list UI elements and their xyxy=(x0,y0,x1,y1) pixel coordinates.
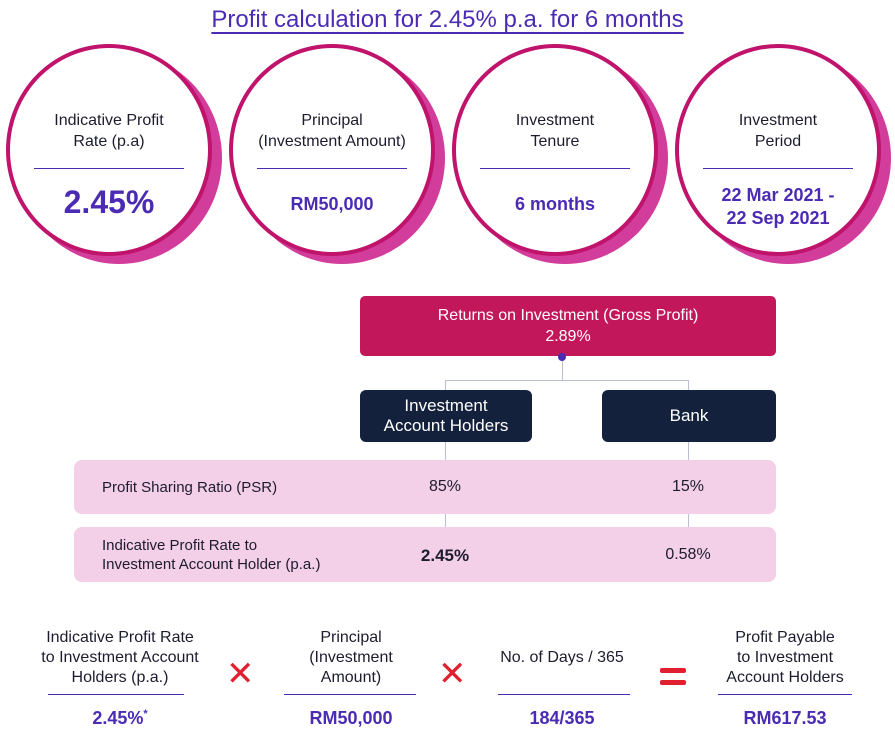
formula-rate-label-line-2: to Investment Account xyxy=(41,649,199,666)
formula-payable-value: RM617.53 xyxy=(743,708,827,728)
circle-label-line-2: (Investment Amount) xyxy=(258,133,406,150)
bank-box: Bank xyxy=(602,390,776,442)
formula-rate-divider xyxy=(48,694,184,695)
rate-to-holder-label: Indicative Profit Rate to Investment Acc… xyxy=(102,536,320,574)
formula-payable-label-line-1: Profit Payable xyxy=(735,629,835,646)
equals-icon xyxy=(660,668,686,673)
formula-principal-label-line-1: Principal xyxy=(320,629,382,646)
circle-profit-rate: Indicative Profit Rate (p.a) 2.45% xyxy=(6,44,224,270)
gross-profit-value: 2.89% xyxy=(545,328,591,345)
formula-rate-label-line-3: Holders (p.a.) xyxy=(71,669,169,686)
circle-value: RM50,000 xyxy=(290,194,374,214)
formula-principal-value: RM50,000 xyxy=(309,708,393,728)
formula-principal-label-line-2: (Investment xyxy=(309,649,393,666)
circle-tenure: Investment Tenure 6 months xyxy=(452,44,670,270)
holders-label-line-1: Investment xyxy=(404,396,488,415)
rate-bank-value: 0.58% xyxy=(665,546,711,563)
gross-profit-label: Returns on Investment (Gross Profit) xyxy=(437,307,699,324)
page-title: Profit calculation for 2.45% p.a. for 6 … xyxy=(211,6,684,33)
circle-face: Investment Tenure 6 months xyxy=(452,44,658,256)
formula-rate-label-line-1: Indicative Profit Rate xyxy=(46,629,194,646)
formula-days-label: No. of Days / 365 xyxy=(500,649,624,666)
circle-label: Indicative Profit Rate (p.a) xyxy=(10,110,208,152)
formula-principal-label-line-3: Amount) xyxy=(320,669,382,686)
circle-divider xyxy=(34,168,184,169)
circle-face: Principal (Investment Amount) RM50,000 xyxy=(229,44,435,256)
circle-face: Indicative Profit Rate (p.a) 2.45% xyxy=(6,44,212,256)
connector-gross-down xyxy=(562,357,563,380)
holders-label-line-2: Account Holders xyxy=(383,416,509,435)
rate-to-holder-label-line-2: Investment Account Holder (p.a.) xyxy=(102,556,321,573)
bank-label: Bank xyxy=(669,406,709,425)
circle-face: Investment Period 22 Mar 2021 - 22 Sep 2… xyxy=(675,44,881,256)
circle-divider xyxy=(480,168,630,169)
circle-label-line-1: Principal xyxy=(301,112,363,129)
circle-divider xyxy=(257,168,407,169)
circle-value: 22 Mar 2021 - 22 Sep 2021 xyxy=(679,184,877,230)
rate-holders-value: 2.45% xyxy=(420,546,470,565)
circle-label: Investment Period xyxy=(679,110,877,152)
formula-rate-value-text: 2.45% xyxy=(92,708,144,728)
circle-label-line-2: Tenure xyxy=(530,133,580,150)
circle-label: Principal (Investment Amount) xyxy=(233,110,431,152)
circle-label-line-1: Investment xyxy=(515,112,595,129)
connector-horizontal xyxy=(445,380,688,381)
psr-bank-value: 15% xyxy=(671,478,705,495)
formula-payable-label: Profit Payable to Investment Account Hol… xyxy=(700,628,870,688)
circle-value: 6 months xyxy=(514,194,595,214)
investment-account-holders-box: Investment Account Holders xyxy=(360,390,532,442)
formula-principal-label: Principal (Investment Amount) xyxy=(276,628,426,688)
formula-payable-label-line-3: Account Holders xyxy=(726,669,844,686)
circle-principal: Principal (Investment Amount) RM50,000 xyxy=(229,44,447,270)
circle-value-line-1: 22 Mar 2021 - xyxy=(721,185,835,205)
formula-payable-label-line-2: to Investment xyxy=(736,649,834,666)
circle-value: 2.45% xyxy=(63,184,155,220)
equals-icon xyxy=(660,680,686,685)
formula-days-value: 184/365 xyxy=(529,708,595,728)
formula-rate-label: Indicative Profit Rate to Investment Acc… xyxy=(20,628,220,688)
circle-label-line-1: Investment xyxy=(738,112,818,129)
multiply-icon: ✕ xyxy=(226,655,255,693)
connector-dot xyxy=(558,353,566,361)
rate-to-holder-row: Indicative Profit Rate to Investment Acc… xyxy=(74,527,776,582)
psr-row: Profit Sharing Ratio (PSR) 85% 15% xyxy=(74,460,776,514)
formula-rate-value: 2.45%* xyxy=(20,708,220,729)
rate-to-holder-label-line-1: Indicative Profit Rate to xyxy=(102,537,258,554)
psr-label: Profit Sharing Ratio (PSR) xyxy=(102,479,278,496)
circle-label: Investment Tenure xyxy=(456,110,654,152)
circle-label-line-1: Indicative Profit xyxy=(54,112,164,129)
footnote-marker: * xyxy=(143,708,148,720)
circle-label-line-2: Rate (p.a) xyxy=(73,133,145,150)
formula-days-divider xyxy=(498,694,630,695)
circle-label-line-2: Period xyxy=(754,133,802,150)
circle-divider xyxy=(703,168,853,169)
formula-payable-divider xyxy=(718,694,852,695)
formula-principal-divider xyxy=(284,694,416,695)
circle-value-line-2: 22 Sep 2021 xyxy=(726,208,830,228)
multiply-icon: ✕ xyxy=(438,655,467,693)
psr-holders-value: 85% xyxy=(428,478,462,495)
circle-period: Investment Period 22 Mar 2021 - 22 Sep 2… xyxy=(675,44,893,270)
gross-profit-box: Returns on Investment (Gross Profit) 2.8… xyxy=(360,296,776,356)
